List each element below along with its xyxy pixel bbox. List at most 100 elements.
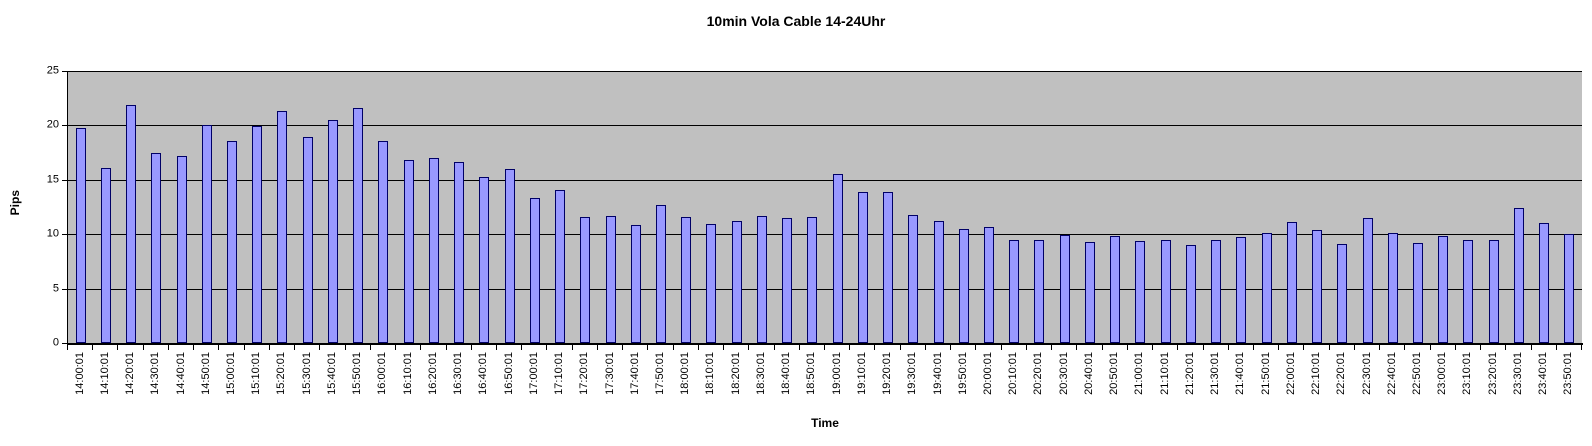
- x-tick: [673, 345, 674, 350]
- y-tick: [62, 71, 67, 72]
- y-tick: [62, 289, 67, 290]
- x-tick: [1228, 345, 1229, 350]
- x-tick: [597, 345, 598, 350]
- x-tick-label: 18:10:01: [704, 352, 716, 395]
- x-tick: [1303, 345, 1304, 350]
- x-tick: [900, 345, 901, 350]
- bar: [277, 111, 287, 343]
- y-axis-line: [67, 71, 68, 343]
- gridline: [68, 71, 1582, 72]
- y-tick-label: 5: [52, 282, 59, 295]
- bar: [1438, 236, 1448, 343]
- bar: [1211, 240, 1221, 343]
- x-tick: [1379, 345, 1380, 350]
- x-tick-label: 19:20:01: [881, 352, 893, 395]
- x-tick-label: 14:30:01: [149, 352, 161, 395]
- x-axis-line: [67, 343, 1583, 345]
- x-tick: [1505, 345, 1506, 350]
- x-tick: [698, 345, 699, 350]
- y-tick-label: 15: [46, 173, 59, 186]
- y-tick-label: 0: [52, 336, 59, 349]
- x-tick-label: 20:10:01: [1007, 352, 1019, 395]
- x-tick-label: 15:00:01: [225, 352, 237, 395]
- bar: [1388, 233, 1398, 343]
- x-axis-title: Time: [811, 416, 839, 430]
- x-tick-label: 19:30:01: [906, 352, 918, 395]
- y-axis-title: Pips: [8, 190, 22, 216]
- bar: [1060, 235, 1070, 343]
- x-tick: [1404, 345, 1405, 350]
- y-tick-label: 10: [46, 227, 59, 240]
- bar: [1312, 230, 1322, 343]
- x-tick-label: 20:30:01: [1058, 352, 1070, 395]
- bar: [580, 217, 590, 343]
- y-tick: [62, 343, 67, 344]
- x-tick: [294, 345, 295, 350]
- bar: [631, 225, 641, 343]
- x-tick-label: 18:30:01: [755, 352, 767, 395]
- bar: [252, 126, 262, 343]
- x-tick: [1026, 345, 1027, 350]
- x-tick-label: 14:50:01: [200, 352, 212, 395]
- x-tick-label: 17:50:01: [654, 352, 666, 395]
- gridline: [68, 125, 1582, 126]
- x-tick: [395, 345, 396, 350]
- bar: [76, 128, 86, 343]
- x-tick: [1556, 345, 1557, 350]
- x-tick-label: 16:30:01: [452, 352, 464, 395]
- x-tick: [319, 345, 320, 350]
- x-tick-label: 17:10:01: [553, 352, 565, 395]
- bar: [681, 217, 691, 343]
- x-tick: [345, 345, 346, 350]
- bar: [732, 221, 742, 343]
- x-tick-label: 16:10:01: [402, 352, 414, 395]
- x-tick-label: 23:40:01: [1537, 352, 1549, 395]
- x-tick-label: 15:50:01: [351, 352, 363, 395]
- bar: [328, 120, 338, 343]
- x-tick-label: 23:20:01: [1487, 352, 1499, 395]
- x-tick-label: 14:40:01: [175, 352, 187, 395]
- x-tick-label: 14:10:01: [99, 352, 111, 395]
- bar: [1363, 218, 1373, 343]
- x-tick-label: 17:40:01: [629, 352, 641, 395]
- bar: [454, 162, 464, 343]
- y-tick-label: 20: [46, 118, 59, 131]
- x-tick-label: 22:50:01: [1411, 352, 1423, 395]
- bar: [353, 108, 363, 343]
- bar: [303, 137, 313, 343]
- x-tick-label: 23:00:01: [1436, 352, 1448, 395]
- x-tick-label: 22:10:01: [1310, 352, 1322, 395]
- x-tick-label: 23:10:01: [1461, 352, 1473, 395]
- bar: [1489, 240, 1499, 343]
- x-tick-label: 15:40:01: [326, 352, 338, 395]
- x-tick-label: 20:40:01: [1083, 352, 1095, 395]
- x-tick-label: 22:30:01: [1361, 352, 1373, 395]
- x-tick-label: 18:50:01: [805, 352, 817, 395]
- x-tick-label: 19:00:01: [831, 352, 843, 395]
- x-tick: [446, 345, 447, 350]
- x-tick: [1480, 345, 1481, 350]
- x-tick-label: 16:50:01: [503, 352, 515, 395]
- x-tick-label: 19:50:01: [957, 352, 969, 395]
- bar: [429, 158, 439, 343]
- bar: [656, 205, 666, 343]
- bar: [1463, 240, 1473, 343]
- x-tick: [1177, 345, 1178, 350]
- gridline: [68, 180, 1582, 181]
- x-tick-label: 21:30:01: [1209, 352, 1221, 395]
- x-tick: [1102, 345, 1103, 350]
- bar: [1186, 245, 1196, 343]
- bar: [858, 192, 868, 343]
- x-tick-label: 18:20:01: [730, 352, 742, 395]
- x-tick: [269, 345, 270, 350]
- x-tick-label: 22:00:01: [1285, 352, 1297, 395]
- bar: [1564, 234, 1574, 343]
- bar: [1539, 223, 1549, 343]
- bar: [1135, 241, 1145, 343]
- x-tick-label: 20:50:01: [1108, 352, 1120, 395]
- x-tick-label: 18:40:01: [780, 352, 792, 395]
- bar: [404, 160, 414, 343]
- y-tick: [62, 180, 67, 181]
- x-tick-label: 16:20:01: [427, 352, 439, 395]
